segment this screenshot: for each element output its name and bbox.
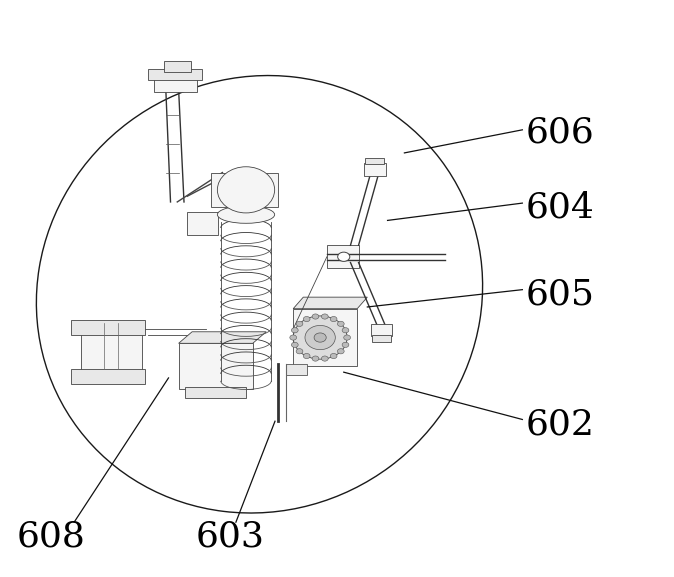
- Ellipse shape: [312, 356, 319, 361]
- Ellipse shape: [344, 335, 350, 340]
- Ellipse shape: [330, 354, 337, 359]
- Ellipse shape: [314, 333, 326, 342]
- Text: 603: 603: [195, 520, 264, 553]
- FancyBboxPatch shape: [364, 163, 386, 176]
- Ellipse shape: [305, 325, 336, 350]
- FancyBboxPatch shape: [154, 74, 197, 92]
- FancyBboxPatch shape: [71, 369, 145, 384]
- Ellipse shape: [342, 342, 349, 347]
- Ellipse shape: [312, 314, 319, 319]
- FancyBboxPatch shape: [71, 320, 145, 335]
- Ellipse shape: [296, 321, 303, 327]
- Ellipse shape: [303, 316, 310, 321]
- Ellipse shape: [338, 349, 344, 354]
- FancyBboxPatch shape: [185, 387, 246, 398]
- Ellipse shape: [330, 316, 337, 321]
- Text: 606: 606: [526, 116, 594, 149]
- FancyBboxPatch shape: [293, 309, 357, 366]
- FancyBboxPatch shape: [211, 173, 278, 207]
- FancyBboxPatch shape: [179, 343, 253, 389]
- Text: 605: 605: [526, 278, 594, 311]
- FancyBboxPatch shape: [286, 364, 307, 375]
- Polygon shape: [179, 332, 266, 343]
- Text: 602: 602: [526, 407, 594, 441]
- FancyBboxPatch shape: [81, 323, 142, 372]
- Ellipse shape: [342, 328, 349, 333]
- FancyBboxPatch shape: [187, 212, 218, 235]
- FancyBboxPatch shape: [371, 324, 392, 336]
- FancyBboxPatch shape: [327, 245, 359, 268]
- Ellipse shape: [217, 206, 275, 223]
- FancyBboxPatch shape: [365, 158, 384, 164]
- Ellipse shape: [291, 342, 298, 347]
- Ellipse shape: [321, 356, 328, 361]
- FancyBboxPatch shape: [164, 61, 191, 72]
- FancyBboxPatch shape: [148, 69, 202, 80]
- Ellipse shape: [338, 321, 344, 327]
- Ellipse shape: [303, 354, 310, 359]
- FancyBboxPatch shape: [372, 335, 391, 342]
- Text: 608: 608: [17, 520, 86, 553]
- Text: 604: 604: [526, 191, 594, 224]
- Ellipse shape: [321, 314, 328, 319]
- Ellipse shape: [338, 252, 350, 261]
- Polygon shape: [293, 297, 367, 309]
- Ellipse shape: [293, 316, 347, 359]
- Ellipse shape: [296, 349, 303, 354]
- Ellipse shape: [290, 335, 297, 340]
- Ellipse shape: [217, 167, 275, 213]
- Ellipse shape: [291, 328, 298, 333]
